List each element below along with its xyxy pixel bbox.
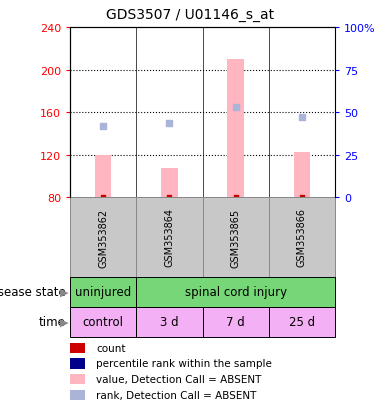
Point xyxy=(100,194,106,201)
Bar xyxy=(70,390,85,400)
Bar xyxy=(136,277,335,307)
Text: 3 d: 3 d xyxy=(160,316,179,329)
Point xyxy=(299,194,305,201)
Text: disease state: disease state xyxy=(0,286,66,299)
Text: rank, Detection Call = ABSENT: rank, Detection Call = ABSENT xyxy=(97,390,257,400)
Bar xyxy=(203,307,269,337)
Bar xyxy=(203,197,269,277)
Text: GSM353866: GSM353866 xyxy=(297,208,307,267)
Bar xyxy=(70,277,136,307)
Text: uninjured: uninjured xyxy=(75,286,131,299)
Text: percentile rank within the sample: percentile rank within the sample xyxy=(97,358,272,368)
Bar xyxy=(136,307,203,337)
Bar xyxy=(269,197,335,277)
Text: GSM353862: GSM353862 xyxy=(98,208,108,267)
Bar xyxy=(269,307,335,337)
Point xyxy=(233,194,239,201)
Bar xyxy=(227,60,244,197)
Text: 25 d: 25 d xyxy=(289,316,315,329)
Bar xyxy=(161,169,178,197)
Bar xyxy=(136,197,203,277)
Point xyxy=(233,104,239,111)
Text: time: time xyxy=(39,316,66,329)
Point xyxy=(100,123,106,130)
Text: GSM353865: GSM353865 xyxy=(231,208,241,267)
Bar xyxy=(70,343,85,353)
Point xyxy=(166,194,173,201)
Point xyxy=(166,120,173,127)
Bar xyxy=(70,197,136,277)
Text: control: control xyxy=(82,316,124,329)
Text: 7 d: 7 d xyxy=(226,316,245,329)
Text: GDS3507 / U01146_s_at: GDS3507 / U01146_s_at xyxy=(106,8,274,22)
Text: ▶: ▶ xyxy=(60,317,68,327)
Point xyxy=(299,115,305,121)
Text: count: count xyxy=(97,343,126,353)
Text: value, Detection Call = ABSENT: value, Detection Call = ABSENT xyxy=(97,375,262,385)
Bar xyxy=(70,358,85,369)
Bar xyxy=(294,153,310,197)
Text: ▶: ▶ xyxy=(60,287,68,297)
Text: GSM353864: GSM353864 xyxy=(165,208,174,267)
Bar xyxy=(95,155,111,197)
Text: spinal cord injury: spinal cord injury xyxy=(185,286,287,299)
Bar xyxy=(70,307,136,337)
Bar xyxy=(70,374,85,385)
